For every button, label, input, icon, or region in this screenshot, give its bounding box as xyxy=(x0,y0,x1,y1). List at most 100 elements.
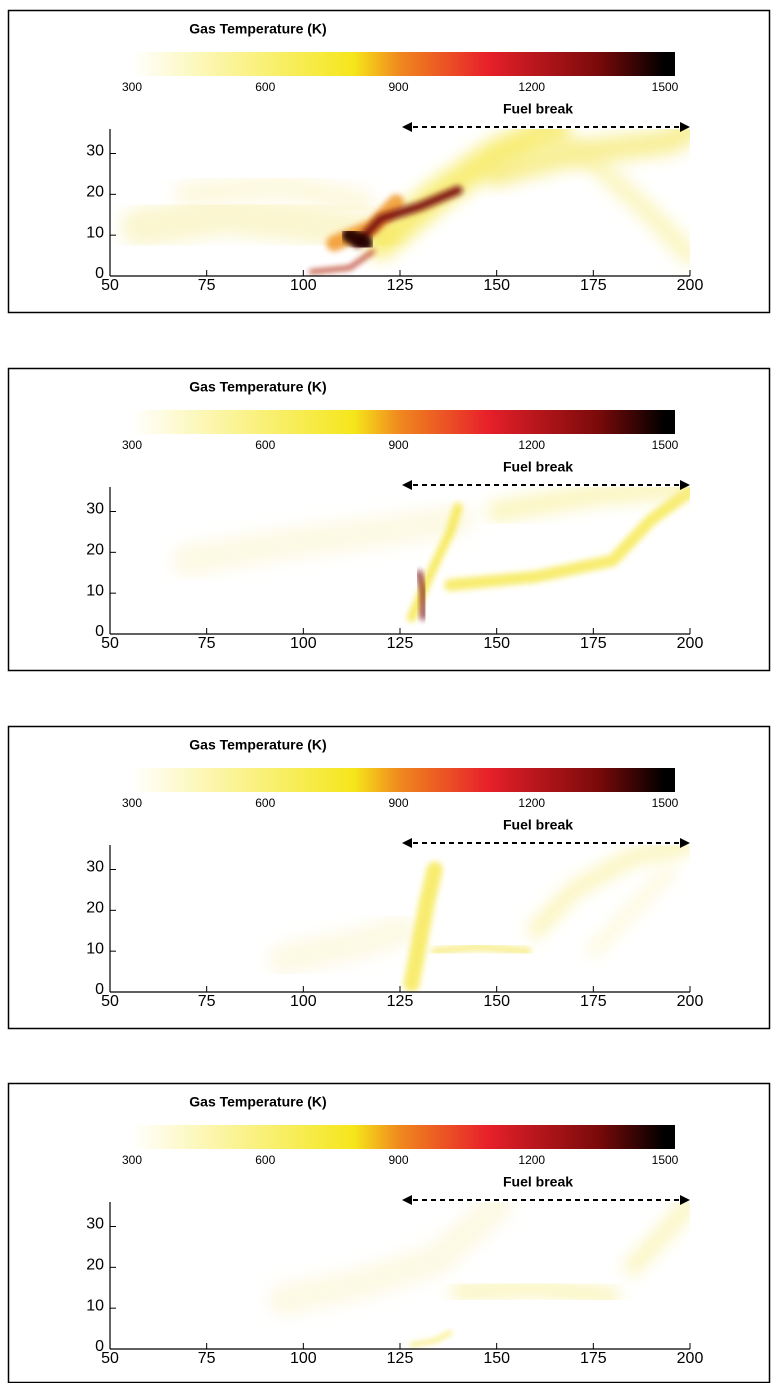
colorbar-title: Gas Temperature (K) xyxy=(189,379,326,395)
plume xyxy=(526,129,690,265)
colorbar-tick-label: 1500 xyxy=(652,1153,679,1167)
x-tick-label: 150 xyxy=(483,635,510,652)
colorbar xyxy=(120,52,675,76)
plume xyxy=(451,1280,620,1303)
annotation: Fuel break xyxy=(503,1174,573,1190)
x-tick-label: 50 xyxy=(101,1350,119,1367)
x-tick-label: 175 xyxy=(580,993,607,1010)
colorbar-tick-label: 300 xyxy=(122,1153,142,1167)
x-tick-label: 125 xyxy=(387,277,414,294)
plume xyxy=(174,173,374,215)
colorbar-tick-label: 1200 xyxy=(518,80,545,94)
x-tick-label: 75 xyxy=(198,277,216,294)
colorbar-tick-label: 1200 xyxy=(518,796,545,810)
x-tick-label: 150 xyxy=(483,993,510,1010)
colorbar-tick-label: 1200 xyxy=(518,438,545,452)
y-tick-label: 0 xyxy=(95,1338,104,1355)
x-tick-label: 175 xyxy=(580,277,607,294)
y-tick-label: 30 xyxy=(86,1216,104,1233)
colorbar-tick-label: 600 xyxy=(255,1153,275,1167)
colorbar-tick-label: 1200 xyxy=(518,1153,545,1167)
colorbar-tick-label: 1500 xyxy=(652,796,679,810)
x-tick-label: 50 xyxy=(101,277,119,294)
plume xyxy=(309,249,375,274)
x-tick-label: 100 xyxy=(290,993,317,1010)
y-tick-label: 10 xyxy=(86,224,104,241)
plume xyxy=(403,861,443,992)
y-tick-label: 30 xyxy=(86,143,104,160)
panel-frame xyxy=(7,725,771,1030)
colorbar-tick-label: 600 xyxy=(255,438,275,452)
temperature-field xyxy=(269,845,690,992)
y-tick-label: 10 xyxy=(86,940,104,957)
plume xyxy=(269,1202,512,1315)
x-tick-label: 150 xyxy=(483,277,510,294)
temperature-field xyxy=(269,1202,690,1347)
x-tick-label: 75 xyxy=(198,993,216,1010)
plume xyxy=(341,227,374,252)
x-tick-label: 100 xyxy=(290,1350,317,1367)
x-tick-label: 200 xyxy=(677,993,704,1010)
plume xyxy=(588,864,676,957)
colorbar-tick-label: 900 xyxy=(388,438,408,452)
colorbar-title: Gas Temperature (K) xyxy=(189,737,326,753)
temperature-field xyxy=(172,487,690,632)
x-tick-label: 75 xyxy=(198,635,216,652)
y-tick-label: 20 xyxy=(86,1257,104,1274)
colorbar-tick-label: 900 xyxy=(388,1153,408,1167)
panel: Gas Temperature (K) 300 600 900 1200 1500 50 75… xyxy=(7,725,771,1030)
plume xyxy=(352,185,463,248)
temperature-field xyxy=(120,129,690,274)
x-tick-label: 100 xyxy=(290,635,317,652)
plume xyxy=(444,487,690,591)
x-tick-label: 125 xyxy=(387,1350,414,1367)
colorbar-tick-label: 300 xyxy=(122,796,142,810)
annotation: Fuel break xyxy=(503,101,573,117)
colorbar-tick-label: 300 xyxy=(122,80,142,94)
colorbar-tick-label: 600 xyxy=(255,796,275,810)
x-tick-label: 50 xyxy=(101,993,119,1010)
colorbar-tick-label: 900 xyxy=(388,80,408,94)
colorbar-title: Gas Temperature (K) xyxy=(189,21,326,37)
plume xyxy=(430,943,532,956)
y-tick-label: 10 xyxy=(86,1297,104,1314)
plume xyxy=(624,1202,690,1276)
plume xyxy=(269,915,415,975)
x-tick-label: 125 xyxy=(387,993,414,1010)
plume xyxy=(484,129,690,187)
x-tick-label: 175 xyxy=(580,1350,607,1367)
plume xyxy=(120,194,401,256)
colorbar-tick-label: 300 xyxy=(122,438,142,452)
colorbar-title: Gas Temperature (K) xyxy=(189,1094,326,1110)
y-tick-label: 0 xyxy=(95,265,104,282)
y-tick-label: 20 xyxy=(86,184,104,201)
x-tick-label: 125 xyxy=(387,635,414,652)
x-tick-label: 200 xyxy=(677,1350,704,1367)
colorbar-tick-label: 600 xyxy=(255,80,275,94)
panel: Gas Temperature (K) 300 600 900 1200 150 050 75… xyxy=(7,9,771,314)
plume xyxy=(409,1330,453,1347)
plume xyxy=(528,845,690,938)
y-tick-label: 30 xyxy=(86,501,104,518)
x-tick-label: 200 xyxy=(677,635,704,652)
panel-frame xyxy=(7,9,771,314)
colorbar-tick-label: 900 xyxy=(388,796,408,810)
x-tick-label: 75 xyxy=(198,1350,216,1367)
x-tick-label: 175 xyxy=(580,635,607,652)
y-tick-label: 20 xyxy=(86,542,104,559)
colorbar xyxy=(120,1125,675,1149)
panel-frame xyxy=(7,367,771,672)
x-tick-label: 50 xyxy=(101,635,119,652)
y-tick-label: 0 xyxy=(95,623,104,640)
x-tick-label: 100 xyxy=(290,277,317,294)
colorbar-tick-label: 1500 xyxy=(652,438,679,452)
x-tick-label: 200 xyxy=(677,277,704,294)
colorbar xyxy=(120,768,675,792)
plume xyxy=(172,504,473,576)
y-tick-label: 20 xyxy=(86,900,104,917)
annotation: Fuel break xyxy=(503,459,573,475)
